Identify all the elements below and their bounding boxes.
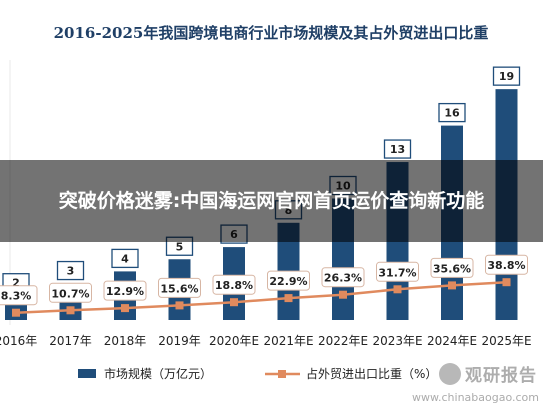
bar-value-label: 5 <box>176 240 184 253</box>
line-value-label: 31.7% <box>378 266 416 279</box>
bar-value-label: 4 <box>121 252 129 265</box>
line-value-label: 15.6% <box>160 282 198 295</box>
line-point <box>66 306 75 315</box>
watermark-brand: 观研报告 <box>465 366 537 386</box>
legend-label-bar: 市场规模（万亿元） <box>104 366 212 381</box>
overlay-headline: 突破价格迷雾:中国海运网官网首页运价查询新功能 <box>58 190 485 212</box>
line-point <box>175 301 184 310</box>
line-value-label-box <box>0 285 38 306</box>
legend: 市场规模（万亿元） 占外贸进出口比重（%） <box>78 366 437 381</box>
line-value-label-box <box>376 261 419 282</box>
bar-value-label-box <box>438 102 466 123</box>
line-value-label-box <box>212 274 256 295</box>
x-tick-label: 2022年E <box>318 334 368 348</box>
line-value-label: 38.8% <box>487 259 525 272</box>
watermark: 观研报告 <box>439 361 537 386</box>
line-point <box>339 290 347 299</box>
line-value-label-box <box>430 257 474 278</box>
bar-value-label: 2 <box>12 277 20 290</box>
x-tick-label: 2025年E <box>481 334 531 348</box>
line-value-label: 12.9% <box>106 285 144 298</box>
line-point <box>502 278 511 287</box>
line-point <box>448 281 456 290</box>
line-series: 8.3% 10.7% 12.9% 15.6% 18.8% 22.9% 26.3% 31.7% 3… <box>0 254 528 317</box>
x-tick-label: 2019年 <box>158 334 201 348</box>
line-value-label: 10.7% <box>51 287 89 300</box>
bar-value-label-box <box>56 260 85 281</box>
bar-value-label-box <box>383 139 412 159</box>
line-value-label-box <box>158 277 201 298</box>
legend-swatch-bar <box>78 369 96 378</box>
line-point <box>230 298 238 307</box>
bar-value-label: 3 <box>67 265 75 278</box>
x-tick-label: 2017年 <box>49 334 92 348</box>
x-tick-label: 2024年E <box>427 334 477 348</box>
title-overlay-banner: 突破价格迷雾:中国海运网官网首页运价查询新功能 <box>0 160 543 242</box>
bar-value-label: 19 <box>499 70 514 83</box>
x-tick-label: 2016年 <box>0 334 37 348</box>
line-value-label: 22.9% <box>269 275 307 288</box>
x-tick-label: 2021年E <box>263 334 313 348</box>
x-tick-label: 2018年 <box>104 334 147 348</box>
legend-label-line: 占外贸进出口比重（%） <box>306 366 437 381</box>
line-value-label-box <box>267 270 310 291</box>
x-tick-label: 2023年E <box>372 334 422 348</box>
bar-value-label-box <box>111 248 139 269</box>
line-point <box>284 294 293 303</box>
line-value-label: 18.8% <box>215 279 253 292</box>
line-value-label-box <box>103 280 147 301</box>
line-value-label: 8.3% <box>1 290 32 303</box>
line-value-label: 26.3% <box>324 272 362 285</box>
chart-title: 2016-2025年我国跨境电商行业市场规模及其占外贸进出口比重 <box>54 24 489 42</box>
x-tick-label: 2020年E <box>209 334 259 348</box>
line-value-label-box <box>49 282 92 303</box>
line-series-path <box>15 280 507 314</box>
bar-value-label: 13 <box>390 143 405 156</box>
watermark-url: www.chinabaogao.com <box>412 391 539 404</box>
bar-value-label: 16 <box>444 107 460 120</box>
line-point <box>121 304 129 313</box>
watermark-logo-icon <box>439 362 461 385</box>
line-value-label-box <box>321 267 365 288</box>
line-value-label: 35.6% <box>433 262 471 275</box>
bar-value-label-box <box>492 66 521 86</box>
line-value-label-box <box>485 254 528 275</box>
x-axis: 2016年 2017年 2018年 2019年 2020年E 2021年E 2022年E 20… <box>0 334 532 348</box>
line-point <box>393 285 402 294</box>
line-point <box>12 308 20 317</box>
legend-swatch-marker <box>278 370 286 378</box>
